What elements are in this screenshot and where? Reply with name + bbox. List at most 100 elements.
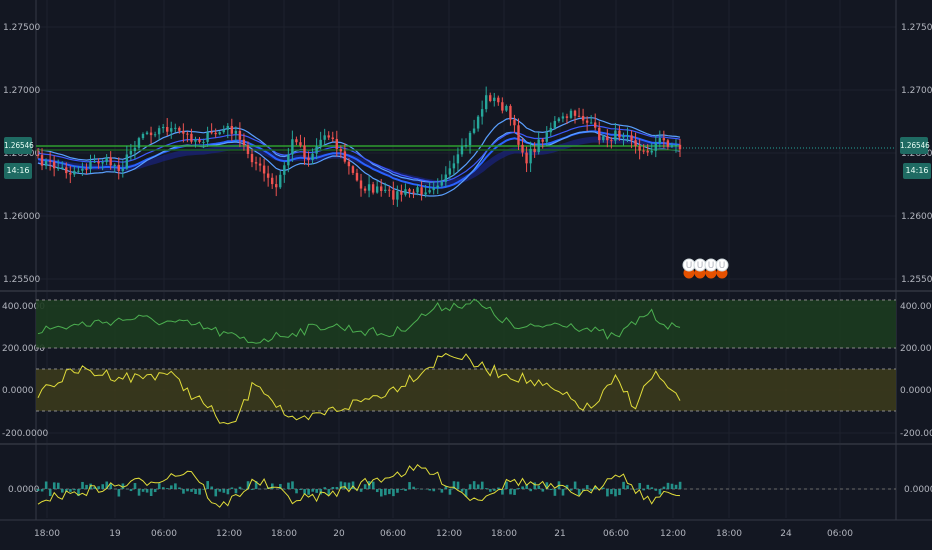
histogram-bar [404,489,407,491]
osc2-yellow-line [37,463,681,508]
candle-body [206,132,209,142]
candle-body [440,181,443,186]
osc1-tick-right: 0.0000 [900,386,932,396]
candle-body [226,125,229,130]
histogram-bar [97,486,100,489]
candle-body [174,127,177,129]
candle-body [517,125,520,145]
candle-body [452,163,456,169]
time-tick: 12:00 [216,529,242,539]
candle-body [602,136,605,141]
candle-body [141,133,145,139]
histogram-bar [646,484,650,489]
time-tick: 12:00 [436,529,462,539]
histogram-bar [141,489,145,492]
histogram-bar [315,489,319,493]
histogram-bar [174,483,177,489]
candle-body [674,144,678,146]
price-tick-left: 1.26000 [3,212,40,222]
candle-body [501,102,504,111]
candle-body [266,173,270,178]
current-price-tag-right: 1.26546 [900,137,930,154]
histogram-bar [565,484,569,489]
candle-body [331,137,334,139]
histogram-bar [270,483,274,489]
histogram-bar [610,489,613,495]
histogram-bar [194,489,197,495]
candle-body [448,168,452,175]
histogram-bar [662,486,666,489]
candle-body [166,126,169,132]
candle-body [157,128,161,135]
histogram-bar [654,489,658,491]
candle-body [339,149,343,152]
histogram-bar [573,481,577,489]
histogram-bar [602,487,605,489]
candle-body [101,162,104,164]
histogram-bar [537,485,541,489]
histogram-bar [202,489,205,490]
ema-line [37,117,681,183]
candle-body [432,187,435,191]
histogram-bar [40,489,44,492]
histogram-bar [339,481,343,489]
candle-body [105,157,108,163]
candle-body [581,115,585,121]
candle-body [303,145,306,158]
histogram-bar [456,481,460,489]
osc2-tick-left: 0.0000 [8,485,40,495]
histogram-bar [642,489,646,491]
histogram-bar [638,483,642,489]
histogram-bar [396,489,399,493]
candle-body [375,186,379,193]
histogram-bar [246,481,250,489]
candle-body [614,130,617,141]
candle-body [238,130,242,140]
candle-body [299,142,302,146]
candle-body [549,127,552,133]
price-tick-right: 1.26000 [901,212,932,222]
candle-body [65,167,68,174]
candle-body [505,105,508,111]
candle-body [493,97,496,102]
candle-body [646,150,649,153]
candle-body [569,110,573,118]
candle-body [408,189,411,192]
time-tick: 20 [333,529,345,539]
candle-body [315,146,318,154]
histogram-bar [52,482,56,489]
histogram-bar [614,489,617,497]
histogram-bar [670,483,674,489]
histogram-bar [323,487,327,489]
time-tick: 18:00 [271,529,297,539]
price-tick-right: 1.27000 [901,86,932,96]
candle-body [319,139,322,147]
candle-body [291,139,294,155]
time-tick: 12:00 [660,529,686,539]
candle-body [125,154,129,169]
histogram-bar [73,489,76,491]
price-tick-left: 1.27000 [3,86,40,96]
histogram-bar [210,486,214,489]
candle-body [464,145,468,147]
candle-body [468,132,472,146]
candle-body [598,127,601,141]
histogram-bar [650,487,654,489]
candle-body [424,192,427,195]
price-tick-left: 1.27500 [3,23,40,33]
time-tick: 24 [780,529,792,539]
histogram-bar [359,489,363,492]
candle-body [283,165,286,175]
candle-body [222,129,225,133]
candle-body [327,135,330,138]
candle-body [626,135,629,137]
histogram-bar [428,489,432,491]
candle-body [670,145,674,147]
histogram-bar [468,484,472,489]
histogram-bar [347,482,351,489]
histogram-bar [480,481,484,489]
histogram-bar [513,489,516,495]
candle-body [230,125,234,134]
